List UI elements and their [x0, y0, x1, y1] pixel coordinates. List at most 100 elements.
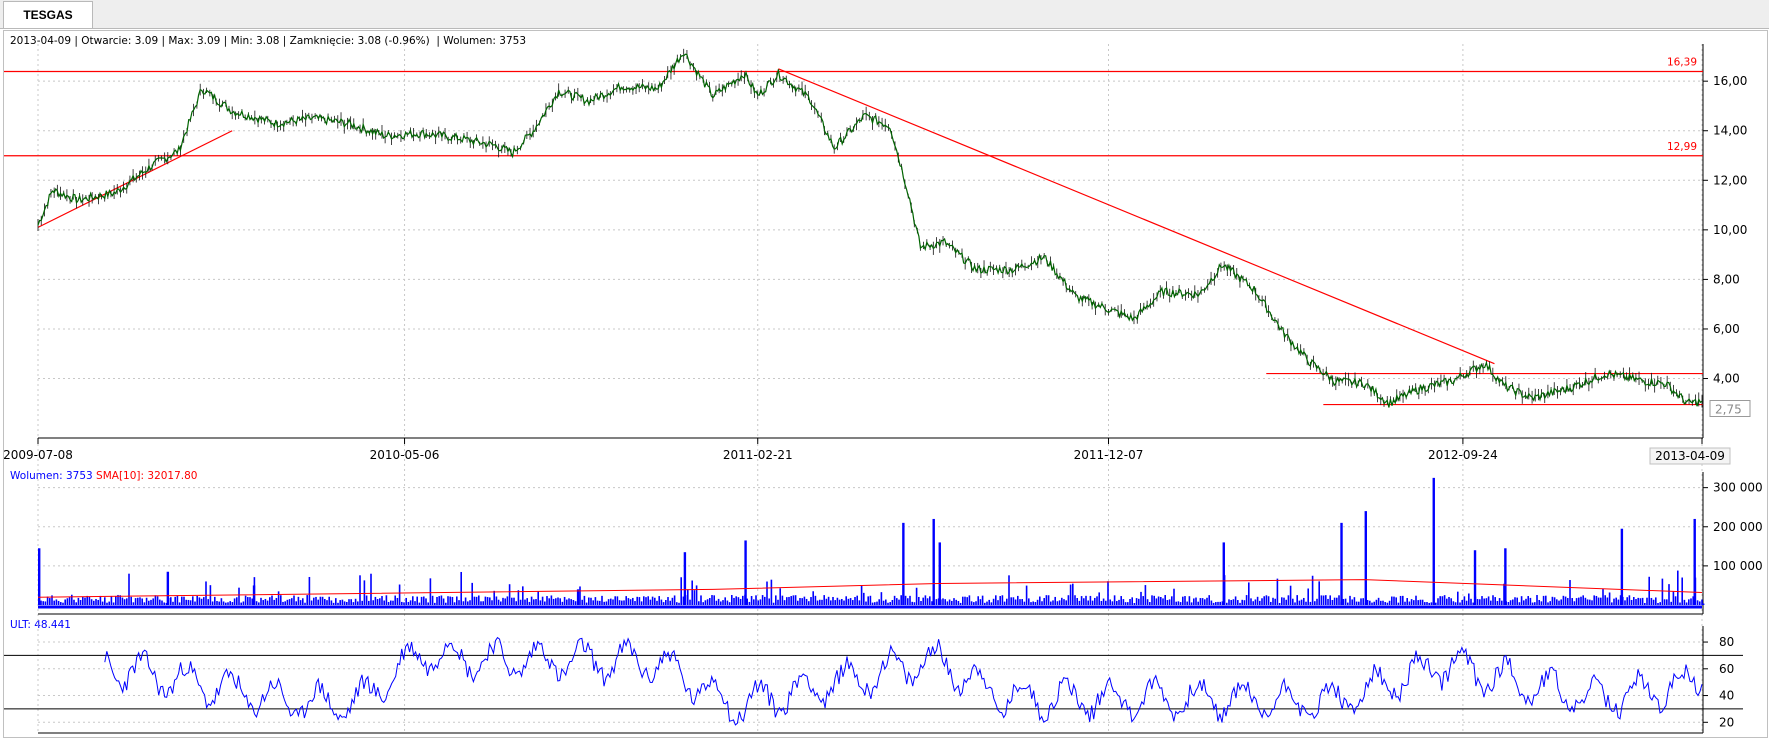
volume-bar: [814, 595, 817, 605]
volume-bar: [1435, 602, 1437, 605]
volume-bar: [953, 598, 955, 605]
ult-y-tick-label-0: 20: [1719, 715, 1734, 729]
ult-y-tick-label-3: 80: [1719, 635, 1734, 649]
volume-bar: [1545, 595, 1547, 605]
volume-bar: [1014, 599, 1017, 605]
volume-bar: [915, 587, 918, 605]
volume-bar: [1122, 599, 1125, 605]
last-price-box: [1709, 400, 1751, 418]
volume-bar: [834, 600, 836, 605]
volume-bar: [277, 591, 280, 605]
volume-bar: [310, 600, 313, 605]
volume-bar: [1553, 597, 1556, 605]
volume-bar: [1333, 597, 1336, 605]
volume-bar: [1386, 602, 1389, 605]
volume-bar: [957, 600, 960, 605]
volume-bar: [869, 595, 872, 605]
volume-bar: [218, 601, 220, 605]
volume-bar-2: [252, 585, 256, 605]
volume-bar: [1043, 598, 1045, 605]
volume-bar: [856, 595, 858, 605]
volume-bar: [1454, 602, 1457, 605]
chart-frame[interactable]: [3, 30, 1768, 738]
volume-bar: [1164, 595, 1166, 605]
volume-bar: [1111, 601, 1114, 605]
volume-bar-15: [1620, 528, 1624, 605]
volume-bar: [975, 601, 977, 605]
volume-bar: [1448, 596, 1450, 605]
volume-bar: [1298, 600, 1301, 605]
volume-bar: [1639, 598, 1642, 605]
volume-bar: [1120, 596, 1122, 605]
volume-bar: [1446, 598, 1448, 605]
volume-bar: [1441, 596, 1444, 605]
volume-bar: [497, 599, 500, 605]
volume-bar: [658, 596, 660, 605]
volume-bar: [1496, 601, 1499, 605]
volume-bar: [1457, 591, 1459, 605]
volume-bar: [132, 602, 135, 605]
tab-tesgas[interactable]: TESGAS: [3, 1, 93, 28]
volume-bar: [207, 599, 209, 605]
trend-line-1: [778, 68, 1495, 365]
volume-bar: [1483, 598, 1485, 605]
info-min: Min: 3.08: [230, 35, 280, 47]
volume-bar: [341, 599, 344, 605]
volume-bar: [1089, 595, 1092, 605]
ult-label: ULT: 48.441: [10, 619, 71, 631]
volume-bar: [328, 596, 330, 605]
volume-bar: [148, 600, 150, 605]
volume-bar: [434, 602, 436, 605]
volume-bar: [1551, 596, 1554, 605]
volume-bar: [115, 596, 117, 605]
volume-bar: [363, 580, 366, 605]
volume-bar: [1188, 596, 1191, 605]
volume-bar: [280, 595, 282, 605]
tab-bar: TESGAS: [0, 0, 1769, 29]
volume-legend: Wolumen: 3753 SMA[10]: 32017.80: [10, 470, 197, 482]
volume-bar: [948, 599, 951, 605]
volume-bar: [673, 595, 676, 605]
volume-bar: [524, 599, 526, 605]
volume-bar: [304, 602, 306, 605]
volume-bar: [51, 595, 53, 605]
volume-bar: [1292, 598, 1294, 605]
volume-bar: [566, 599, 568, 605]
volume-bar: [73, 599, 75, 605]
volume-bar: [1083, 598, 1085, 605]
volume-bar: [1289, 585, 1292, 605]
volume-bar: [231, 602, 234, 605]
volume-bar: [181, 596, 183, 605]
volume-bar: [1571, 598, 1573, 605]
ult-line: [104, 636, 1703, 726]
volume-bar: [797, 600, 799, 605]
volume-bar: [821, 599, 823, 605]
volume-bar: [786, 597, 788, 605]
volume-bar: [1118, 599, 1120, 605]
volume-bar: [904, 595, 907, 605]
ult-y-tick-label-1: 40: [1719, 689, 1734, 703]
volume-bar: [1094, 597, 1096, 605]
volume-bar: [918, 596, 920, 605]
volume-bar: [711, 595, 713, 605]
volume-bar: [1091, 600, 1094, 605]
volume-bar: [810, 597, 812, 605]
x-tick-label-2: 2011-02-21: [723, 448, 793, 462]
volume-bar: [1074, 595, 1076, 605]
volume-bar: [1424, 602, 1426, 605]
volume-bar: [482, 601, 484, 605]
volume-bar: [332, 602, 335, 605]
volume-bar: [1615, 597, 1617, 605]
volume-bar: [273, 599, 275, 605]
volume-bar: [385, 595, 388, 605]
volume-bar: [343, 601, 346, 605]
volume-bar: [539, 600, 542, 605]
volume-bar: [783, 600, 786, 605]
volume-bar: [238, 587, 240, 605]
volume-bar: [1052, 600, 1054, 605]
volume-bar: [108, 601, 110, 605]
volume-bar: [801, 598, 803, 605]
volume-bar: [141, 598, 143, 605]
volume-bar: [383, 600, 385, 605]
